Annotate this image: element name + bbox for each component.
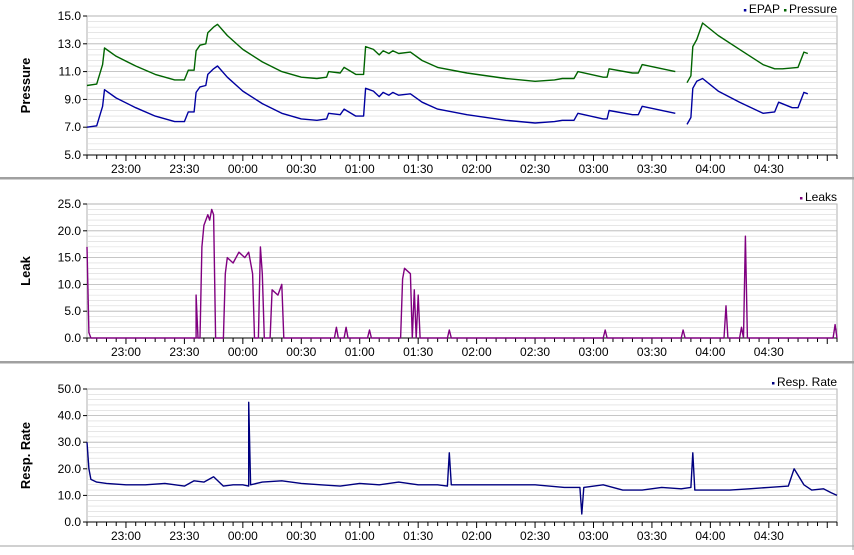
x-tick-label: 04:00 <box>695 529 725 543</box>
plot-area <box>86 388 838 523</box>
legend-swatch <box>783 9 787 12</box>
plot-area <box>86 203 838 339</box>
x-tick-label: 23:00 <box>111 529 141 543</box>
legend-swatch <box>799 197 803 200</box>
x-tick-label: 04:30 <box>754 162 784 176</box>
x-tick-label: 01:00 <box>345 162 375 176</box>
chart-panel-1: 5.0 7.0 9.0 11.0 13.0 15.0 Pressure 23:00 23:30 0… <box>18 2 838 176</box>
x-tick-label: 02:30 <box>520 345 550 359</box>
y-tick-label: 15.0 <box>58 251 82 265</box>
y-tick-label: 25.0 <box>58 197 82 211</box>
series-line-leaks <box>86 208 838 339</box>
x-tick-label: 03:30 <box>637 529 667 543</box>
x-tick-label: 00:00 <box>228 162 258 176</box>
y-axis-label: Pressure <box>18 58 33 114</box>
series-line-pressure <box>86 23 676 87</box>
y-tick-label: 40.0 <box>58 409 82 423</box>
x-tick-label: 23:30 <box>169 345 199 359</box>
x-tick-label: 00:30 <box>286 529 316 543</box>
series-line-pressure <box>686 22 809 84</box>
x-tick-label: 00:00 <box>228 529 258 543</box>
series-line-epap <box>86 65 676 128</box>
series-line-epap <box>686 77 809 125</box>
legend-label: Resp. Rate <box>777 375 837 389</box>
y-tick-label: 50.0 <box>58 382 82 396</box>
x-tick-label: 00:30 <box>286 162 316 176</box>
x-tick-label: 03:30 <box>637 162 667 176</box>
chart-panel-3: 0.0 10.0 20.0 30.0 40.0 50.0 Resp. Rate 23:00 23… <box>18 375 838 543</box>
x-tick-label: 03:00 <box>578 345 608 359</box>
x-tick-label: 01:30 <box>403 162 433 176</box>
x-tick-label: 04:00 <box>695 345 725 359</box>
x-tick-label: 02:30 <box>520 162 550 176</box>
x-tick-label: 02:00 <box>462 345 492 359</box>
x-tick-label: 04:30 <box>754 345 784 359</box>
legend-swatch <box>743 9 747 12</box>
x-tick-label: 00:30 <box>286 345 316 359</box>
y-tick-label: 7.0 <box>64 120 81 134</box>
y-tick-label: 0.0 <box>64 331 81 345</box>
y-tick-label: 13.0 <box>58 37 82 51</box>
x-tick-label: 02:00 <box>462 529 492 543</box>
legend-label: Leaks <box>805 190 837 204</box>
x-tick-label: 01:00 <box>345 345 375 359</box>
chart-panel-2: 0.0 5.0 10.0 15.0 20.0 25.0 Leak 23:00 23:30 00:0… <box>18 190 838 359</box>
plot-area <box>86 15 838 156</box>
x-tick-label: 03:00 <box>578 529 608 543</box>
x-tick-label: 01:00 <box>345 529 375 543</box>
x-tick-label: 04:30 <box>754 529 784 543</box>
x-tick-label: 23:00 <box>111 162 141 176</box>
x-tick-label: 23:30 <box>169 162 199 176</box>
y-tick-label: 11.0 <box>59 65 82 79</box>
y-tick-label: 20.0 <box>58 224 82 238</box>
x-tick-label: 02:30 <box>520 529 550 543</box>
x-tick-label: 02:00 <box>462 162 492 176</box>
x-tick-label: 01:30 <box>403 345 433 359</box>
legend-swatch <box>771 382 775 385</box>
y-tick-label: 5.0 <box>64 304 81 318</box>
x-tick-label: 03:30 <box>637 345 667 359</box>
y-tick-label: 20.0 <box>58 462 82 476</box>
y-axis-label: Leak <box>18 255 33 285</box>
y-tick-label: 10.0 <box>58 277 82 291</box>
x-tick-label: 23:30 <box>169 529 199 543</box>
x-tick-label: 04:00 <box>695 162 725 176</box>
x-tick-label: 01:30 <box>403 529 433 543</box>
y-tick-label: 10.0 <box>58 488 82 502</box>
y-tick-label: 30.0 <box>58 435 82 449</box>
legend-label: Pressure <box>789 2 837 16</box>
y-tick-label: 0.0 <box>64 515 81 529</box>
y-tick-label: 9.0 <box>64 92 81 106</box>
x-tick-label: 23:00 <box>111 345 141 359</box>
y-axis-label: Resp. Rate <box>18 422 33 489</box>
y-tick-label: 15.0 <box>58 9 82 23</box>
x-tick-label: 00:00 <box>228 345 258 359</box>
x-tick-label: 03:00 <box>578 162 608 176</box>
series-line-resp-rate <box>86 401 838 515</box>
legend-label: EPAP <box>749 2 780 16</box>
y-tick-label: 5.0 <box>64 148 81 162</box>
